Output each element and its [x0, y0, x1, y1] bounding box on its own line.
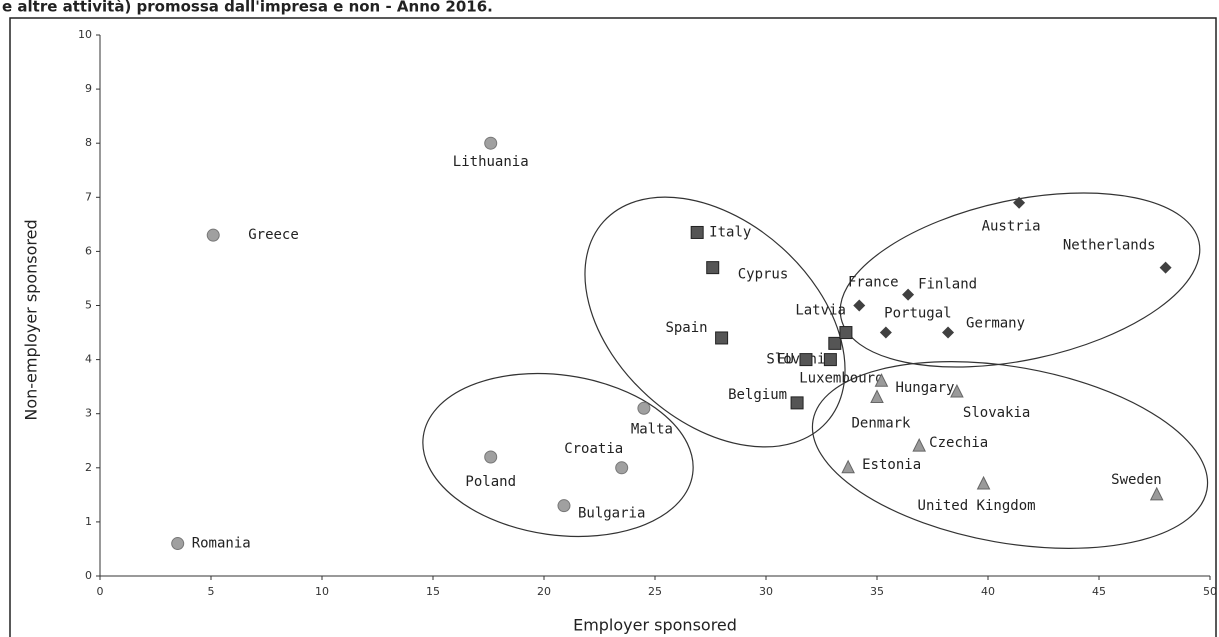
- point: [841, 459, 855, 474]
- point: [912, 438, 926, 452]
- point-label: Romania: [192, 536, 251, 552]
- cluster-ellipse: [584, 196, 846, 448]
- point: [1013, 196, 1026, 209]
- x-tick-label: 40: [981, 585, 995, 598]
- point: [690, 225, 704, 239]
- y-tick-label: 8: [85, 136, 92, 149]
- point-label: Lithuania: [453, 154, 529, 170]
- x-tick-label: 10: [315, 585, 329, 598]
- point-label: EU: [777, 352, 794, 368]
- y-tick-label: 2: [85, 461, 92, 474]
- point-label: United Kingdom: [918, 498, 1036, 514]
- point-label: Hungary: [895, 380, 954, 396]
- y-axis-label: Non-employer sponsored: [22, 219, 41, 420]
- point-label: Sweden: [1111, 472, 1162, 488]
- point: [1159, 261, 1172, 274]
- point-label: Malta: [631, 421, 673, 437]
- point: [839, 326, 853, 340]
- point-label: Austria: [982, 219, 1041, 235]
- point: [484, 136, 498, 150]
- x-tick-label: 25: [648, 585, 662, 598]
- point: [715, 331, 729, 345]
- x-tick-label: 45: [1092, 585, 1106, 598]
- point: [950, 383, 964, 398]
- y-tick-label: 0: [85, 569, 92, 582]
- x-tick-label: 0: [97, 585, 104, 598]
- x-tick-label: 50: [1203, 585, 1217, 598]
- point: [637, 401, 651, 415]
- point: [790, 396, 804, 410]
- point-label: Netherlands: [1063, 238, 1156, 254]
- cluster-ellipse: [811, 361, 1209, 549]
- point: [942, 326, 955, 339]
- point: [706, 261, 720, 275]
- point: [799, 353, 813, 367]
- point: [484, 450, 498, 464]
- chart-border: [9, 17, 1217, 637]
- point-label: Denmark: [851, 415, 911, 431]
- point-label: Italy: [709, 224, 751, 240]
- point-label: Latvia: [795, 303, 846, 319]
- point-label: Czechia: [929, 435, 988, 451]
- point: [206, 228, 220, 242]
- cluster-outlines: [422, 192, 1209, 549]
- point-label: Poland: [465, 474, 516, 490]
- y-tick-label: 9: [85, 82, 92, 95]
- y-tick-label: 4: [85, 353, 92, 366]
- point: [615, 461, 629, 475]
- point-label: Belgium: [728, 387, 787, 403]
- point-label: Bulgaria: [578, 506, 645, 522]
- point-label: Cyprus: [738, 267, 789, 283]
- x-tick-label: 20: [537, 585, 551, 598]
- chart-title: e altre attività) promossa dall'impresa …: [2, 0, 493, 16]
- point: [902, 288, 915, 301]
- point: [1149, 486, 1164, 501]
- x-axis-label: Employer sponsored: [573, 616, 737, 635]
- y-tick-label: 10: [78, 28, 92, 41]
- point: [823, 353, 837, 367]
- point-label: Germany: [966, 316, 1025, 332]
- cluster-ellipse: [839, 192, 1201, 368]
- point-label: Slovakia: [963, 405, 1030, 421]
- x-tick-label: 30: [759, 585, 773, 598]
- point-label: Spain: [665, 320, 707, 336]
- y-tick-label: 3: [85, 407, 92, 420]
- y-tick-label: 6: [85, 244, 92, 257]
- y-tick-label: 1: [85, 515, 92, 528]
- point-label: Croatia: [564, 441, 623, 457]
- point-label: France: [848, 275, 899, 291]
- y-tick-label: 7: [85, 190, 92, 203]
- point: [874, 373, 889, 387]
- y-tick-label: 5: [85, 299, 92, 312]
- point: [828, 336, 842, 350]
- point-label: Luxembourg: [799, 371, 883, 387]
- x-tick-label: 15: [426, 585, 440, 598]
- point-label: Portugal: [884, 306, 951, 322]
- point: [557, 499, 571, 513]
- cluster-ellipse: [422, 372, 694, 538]
- x-tick-label: 5: [208, 585, 215, 598]
- point: [171, 537, 185, 551]
- point: [870, 389, 884, 403]
- point-label: Greece: [248, 227, 299, 243]
- point-label: Estonia: [862, 457, 921, 473]
- point: [879, 326, 892, 339]
- point: [853, 299, 866, 312]
- x-tick-label: 35: [870, 585, 884, 598]
- point: [976, 475, 991, 490]
- point-label: Finland: [918, 277, 977, 293]
